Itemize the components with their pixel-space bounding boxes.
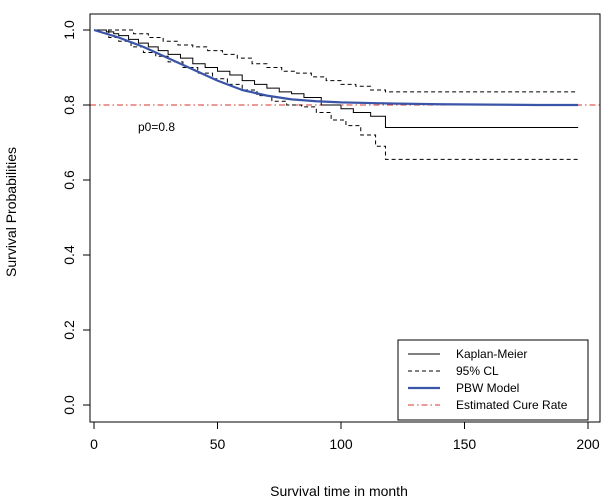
x-tick-label: 150: [453, 436, 477, 452]
x-tick-label: 200: [576, 436, 600, 452]
y-tick-label: 0.8: [61, 95, 77, 115]
kaplan-meier-line: [94, 29, 579, 128]
pbw-model-line: [93, 28, 579, 107]
ci-lower-line: [94, 29, 579, 160]
legend-label: Kaplan-Meier: [456, 347, 527, 361]
y-tick-label: 0.2: [61, 320, 77, 340]
legend-label: Estimated Cure Rate: [456, 398, 568, 412]
x-tick-label: 0: [90, 436, 98, 452]
y-tick-label: 0.6: [61, 170, 77, 190]
plot-area: [90, 28, 600, 160]
x-axis-title: Survival time in month: [270, 483, 408, 499]
y-tick-label: 0.4: [61, 245, 77, 265]
plot-frame: [89, 13, 601, 423]
cure-rate-annotation: p0=0.8: [138, 120, 175, 134]
legend: Kaplan-Meier 95% CL PBW Model Estimated Cur…: [397, 339, 589, 421]
y-tick-label: 1.0: [61, 20, 77, 40]
legend-label: PBW Model: [456, 381, 519, 395]
ci-upper-line: [94, 29, 579, 93]
legend-label: 95% CL: [456, 364, 499, 378]
y-axis-title: Survival Probabilities: [3, 147, 19, 277]
y-axis-title-group: Survival Probabilities: [3, 147, 19, 277]
y-tick-label: 0.0: [61, 395, 77, 415]
axes: 0 50 100 150 200 0.0 0.2 0.4 0.6 0.8 1.0: [61, 13, 601, 452]
legend-box: [397, 339, 589, 421]
x-tick-label: 100: [329, 436, 353, 452]
x-tick-label: 50: [210, 436, 226, 452]
